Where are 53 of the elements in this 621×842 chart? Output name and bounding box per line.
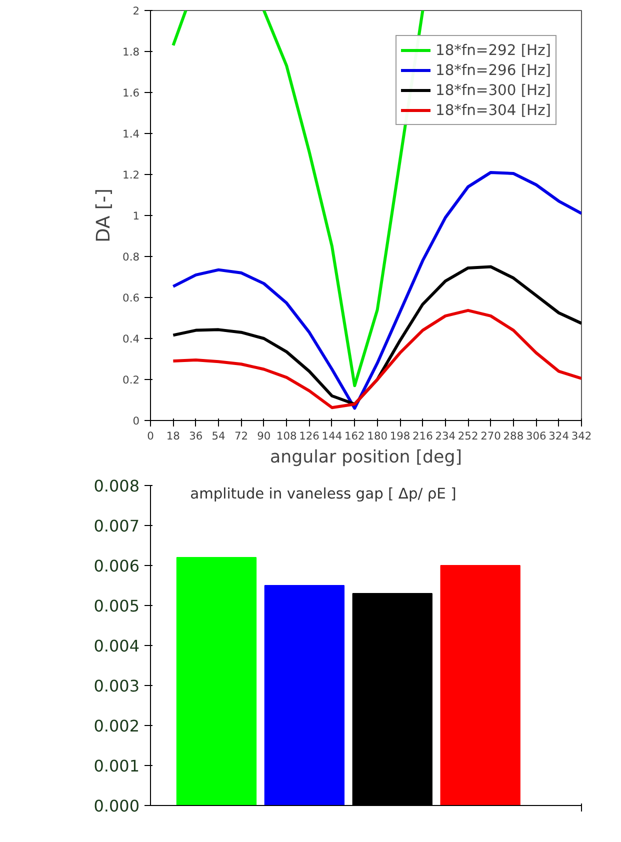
y-tick-label: 0.007	[94, 516, 140, 536]
y-tick-label: 1.4	[122, 128, 140, 140]
y-tick-label: 1.2	[122, 168, 140, 182]
x-tick-label: 0	[147, 430, 154, 442]
x-tick-label: 198	[390, 430, 410, 442]
bar	[264, 585, 345, 806]
y-tick-label: 0.006	[94, 556, 140, 576]
y-tick-label: 1	[132, 210, 140, 222]
line-series	[172, 308, 582, 410]
y-tick-label: 0.004	[94, 636, 140, 656]
y-tick-label: 0.003	[94, 676, 140, 696]
y-tick-label: 0.001	[94, 756, 140, 776]
x-tick-label: 270	[480, 430, 502, 442]
y-tick-label: 0	[132, 414, 140, 428]
legend-label: 18*fn=292 [Hz]	[436, 41, 551, 59]
x-tick-label: 252	[458, 430, 478, 442]
x-tick-label: 108	[276, 430, 297, 442]
y-tick-label: 2	[132, 4, 140, 18]
x-tick-label: 180	[367, 430, 388, 442]
y-tick-label: 0.000	[94, 796, 140, 816]
x-tick-label: 324	[548, 430, 570, 442]
x-tick-label: 162	[344, 430, 365, 442]
chart-title: amplitude in vaneless gap [ Δp/ ρE ]	[190, 486, 456, 502]
x-tick-label: 288	[503, 430, 524, 442]
y-tick-label: 0.4	[122, 332, 140, 346]
y-tick-label: 0.002	[94, 716, 140, 736]
x-tick-label: 18	[166, 430, 180, 442]
y-tick-label: 0.005	[94, 596, 140, 616]
x-tick-label: 342	[571, 430, 592, 442]
x-axis-title: angular position [deg]	[270, 448, 462, 468]
legend-label: 18*fn=296 [Hz]	[436, 61, 551, 79]
y-tick-label: 1.6	[122, 86, 140, 100]
x-tick-label: 90	[257, 430, 271, 442]
x-tick-label: 234	[435, 430, 456, 442]
x-tick-label: 144	[322, 430, 342, 442]
y-tick-label: 0.6	[122, 292, 140, 304]
y-tick-label: 1.8	[122, 46, 140, 58]
y-axis-title: DA [-]	[94, 188, 115, 243]
legend-label: 18*fn=300 [Hz]	[436, 81, 551, 99]
x-tick-label: 54	[212, 430, 226, 442]
line-series	[172, 265, 582, 406]
line-series	[172, 170, 582, 410]
y-tick-label: 0.008	[94, 476, 140, 496]
x-tick-label: 36	[189, 430, 203, 442]
x-tick-label: 216	[412, 430, 434, 442]
x-tick-label: 126	[299, 430, 320, 442]
legend-label: 18*fn=304 [Hz]	[436, 101, 551, 119]
x-tick-label: 306	[526, 430, 547, 442]
x-tick-label: 72	[234, 430, 248, 442]
bar	[440, 565, 520, 806]
y-tick-label: 0.2	[122, 374, 140, 386]
bar	[176, 557, 257, 806]
y-tick-label: 0.8	[122, 250, 140, 264]
